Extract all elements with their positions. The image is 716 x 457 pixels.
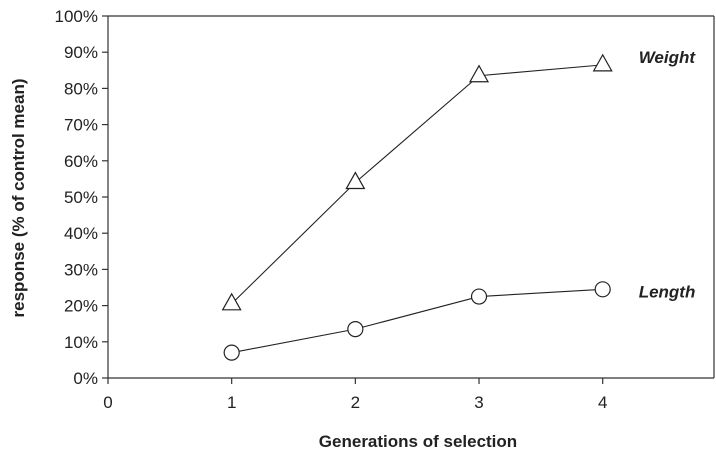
y-tick-label: 80% [64, 79, 98, 98]
x-tick-label: 2 [351, 393, 360, 412]
length-data-point [470, 288, 488, 305]
y-tick-label: 40% [64, 224, 98, 243]
y-tick-label: 70% [64, 116, 98, 135]
y-tick-label: 60% [64, 152, 98, 171]
y-tick-label: 30% [64, 260, 98, 279]
weight-data-point [345, 171, 366, 190]
weight-data-point [468, 64, 490, 83]
y-tick-label: 100% [55, 7, 98, 26]
length-data-point [223, 344, 240, 361]
series-label-weight: Weight [639, 48, 697, 67]
y-tick-label: 0% [73, 369, 98, 388]
series-layer: Weight Length [221, 48, 697, 361]
x-tick-label: 0 [103, 393, 112, 412]
length-series-line [231, 288, 603, 354]
y-tick-label: 90% [64, 43, 98, 62]
series-length: Length [223, 281, 696, 361]
x-tick-label: 3 [474, 393, 483, 412]
y-tick-label: 10% [64, 333, 98, 352]
y-tick-label: 50% [64, 188, 98, 207]
weight-data-point [221, 292, 242, 311]
x-tick-label: 1 [227, 393, 236, 412]
x-axis-ticks: 0 1 2 3 4 [103, 378, 607, 412]
length-data-point [347, 321, 364, 338]
weight-data-point [592, 53, 613, 72]
x-tick-label: 4 [598, 393, 607, 412]
weight-series-line [231, 64, 603, 305]
y-tick-label: 20% [64, 297, 98, 316]
length-data-point [594, 281, 611, 298]
series-label-length: Length [639, 282, 696, 301]
series-weight: Weight [221, 48, 697, 311]
x-axis-title: Generations of selection [319, 432, 517, 451]
y-axis-title: response (% of control mean) [9, 79, 28, 318]
y-axis-ticks: 0% 10% 20% 30% 40% 50% 60% 70% 80% 90% 100% [55, 7, 108, 388]
